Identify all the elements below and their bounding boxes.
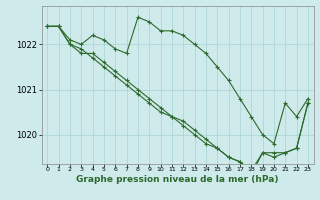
X-axis label: Graphe pression niveau de la mer (hPa): Graphe pression niveau de la mer (hPa)	[76, 175, 279, 184]
